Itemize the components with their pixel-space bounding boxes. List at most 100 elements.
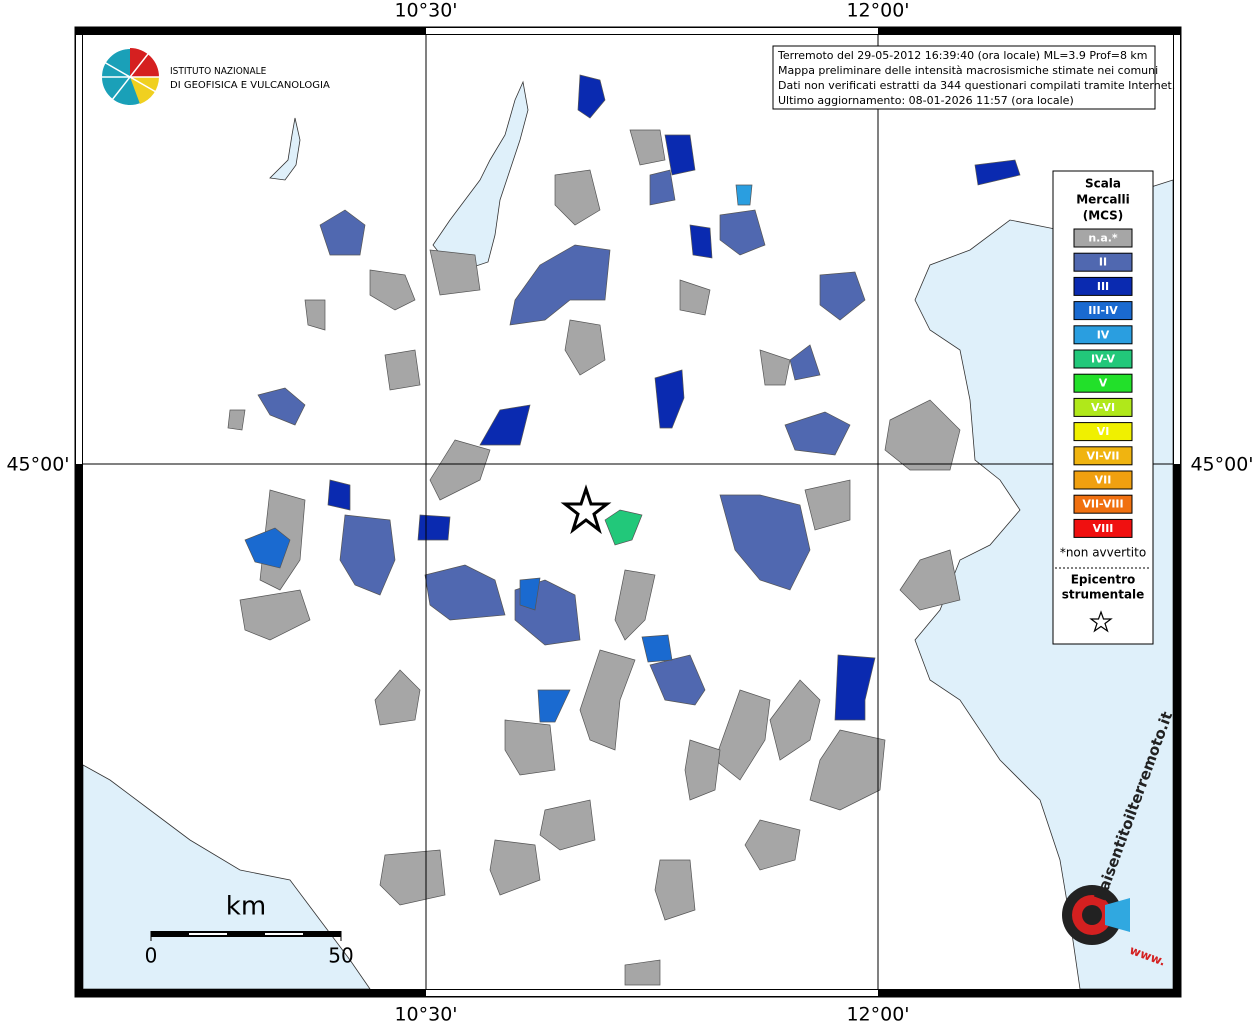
municipality	[664, 134, 696, 176]
municipality	[424, 564, 506, 621]
municipality	[417, 514, 451, 541]
municipality	[819, 271, 866, 321]
institute-name: DI GEOFISICA E VULCANOLOGIA	[170, 80, 330, 91]
info-box	[772, 45, 1156, 110]
lat-label: 45°00'	[1190, 454, 1253, 476]
municipality	[539, 799, 596, 851]
legend-label: VI-VII	[1086, 449, 1119, 462]
municipality	[384, 349, 421, 391]
legend-swatch	[1073, 494, 1133, 514]
legend-swatch	[1073, 446, 1133, 466]
municipality	[554, 169, 601, 226]
ingv-logo: ISTITUTO NAZIONALE DI GEOFISICA E VULCAN…	[100, 47, 330, 107]
info-line: Ultimo aggiornamento: 08-01-2026 11:57 (…	[778, 94, 1074, 107]
municipality	[379, 849, 446, 906]
municipality	[744, 819, 801, 871]
municipality	[735, 184, 753, 206]
municipality	[319, 209, 366, 256]
legend-swatch	[1073, 518, 1133, 538]
legend-label: IV	[1097, 328, 1110, 341]
epicentre	[560, 484, 612, 535]
municipality	[834, 654, 876, 721]
municipality	[327, 479, 351, 511]
lon-label: 12°00'	[846, 1004, 909, 1025]
scale-label: 0	[145, 944, 158, 968]
municipality	[519, 577, 541, 611]
municipality	[374, 669, 421, 726]
municipality	[244, 527, 291, 569]
municipality	[509, 244, 611, 326]
legend-swatch	[1073, 422, 1133, 442]
legend-swatch	[1073, 397, 1133, 417]
municipality	[684, 739, 721, 801]
municipality	[257, 387, 306, 426]
legend-swatch	[1073, 301, 1133, 321]
legend-label: VII	[1095, 474, 1112, 487]
legend-title: (MCS)	[1083, 209, 1124, 223]
municipality	[239, 589, 311, 641]
frame-ticks	[76, 28, 1180, 996]
municipality	[974, 159, 1021, 186]
scale-unit: km	[226, 892, 266, 922]
legend-epicentre: Epicentro	[1071, 573, 1136, 587]
municipality	[489, 839, 541, 896]
municipality	[604, 509, 643, 546]
lon-label: 10°30'	[394, 1004, 457, 1025]
legend-label: III	[1097, 280, 1109, 293]
municipality	[714, 689, 771, 781]
municipality	[649, 169, 676, 206]
municipality	[649, 654, 706, 706]
municipality	[429, 439, 491, 501]
legend-swatch	[1073, 373, 1133, 393]
lat-label: 45°00'	[6, 454, 69, 476]
municipality	[339, 514, 396, 596]
municipality	[784, 411, 851, 456]
municipality	[624, 959, 661, 986]
legend-label: n.a.*	[1088, 232, 1118, 245]
municipality	[429, 249, 481, 296]
scale-bar: km 0 50	[145, 892, 354, 968]
municipality	[719, 209, 766, 256]
municipality	[614, 569, 656, 641]
legend-star	[1089, 610, 1113, 633]
municipality	[804, 479, 851, 531]
municipality	[369, 269, 416, 311]
institute-name: ISTITUTO NAZIONALE	[170, 66, 267, 77]
legend-swatch	[1073, 252, 1133, 272]
legend-label: V-VI	[1091, 401, 1115, 414]
info-line: Mappa preliminare delle intensità macros…	[778, 64, 1158, 77]
legend-label: III-IV	[1088, 304, 1118, 317]
municipality	[564, 319, 606, 376]
legend-label: II	[1099, 256, 1107, 269]
municipality	[899, 549, 961, 611]
legend-label: VII-VIII	[1082, 498, 1123, 511]
legend-label: V	[1099, 377, 1108, 390]
municipality	[789, 344, 821, 381]
legend-swatch	[1073, 276, 1133, 296]
municipality	[809, 729, 886, 811]
municipality	[679, 279, 711, 316]
legend-title: Scala	[1085, 177, 1121, 191]
legend-note: *non avvertito	[1060, 546, 1146, 560]
info-line: Terremoto del 29-05-2012 16:39:40 (ora l…	[777, 49, 1148, 62]
municipality	[769, 679, 821, 761]
municipality	[629, 129, 666, 166]
legend-swatch	[1073, 325, 1133, 345]
municipality	[654, 369, 685, 429]
municipality	[759, 349, 791, 386]
municipality	[227, 409, 246, 431]
municipality	[577, 74, 606, 119]
legend-label: VIII	[1093, 522, 1114, 535]
info-line: Dati non verificati estratti da 344 ques…	[778, 79, 1175, 92]
municipality	[641, 634, 673, 663]
municipality	[579, 649, 636, 751]
lon-label: 12°00'	[846, 0, 909, 22]
legend-swatch	[1073, 470, 1133, 490]
municipality	[689, 224, 713, 259]
legend-label: IV-V	[1091, 353, 1116, 366]
lake	[269, 117, 301, 181]
legend-title: Mercalli	[1076, 193, 1130, 207]
scale-label: 50	[328, 944, 353, 968]
legend-label: VI	[1097, 425, 1110, 438]
